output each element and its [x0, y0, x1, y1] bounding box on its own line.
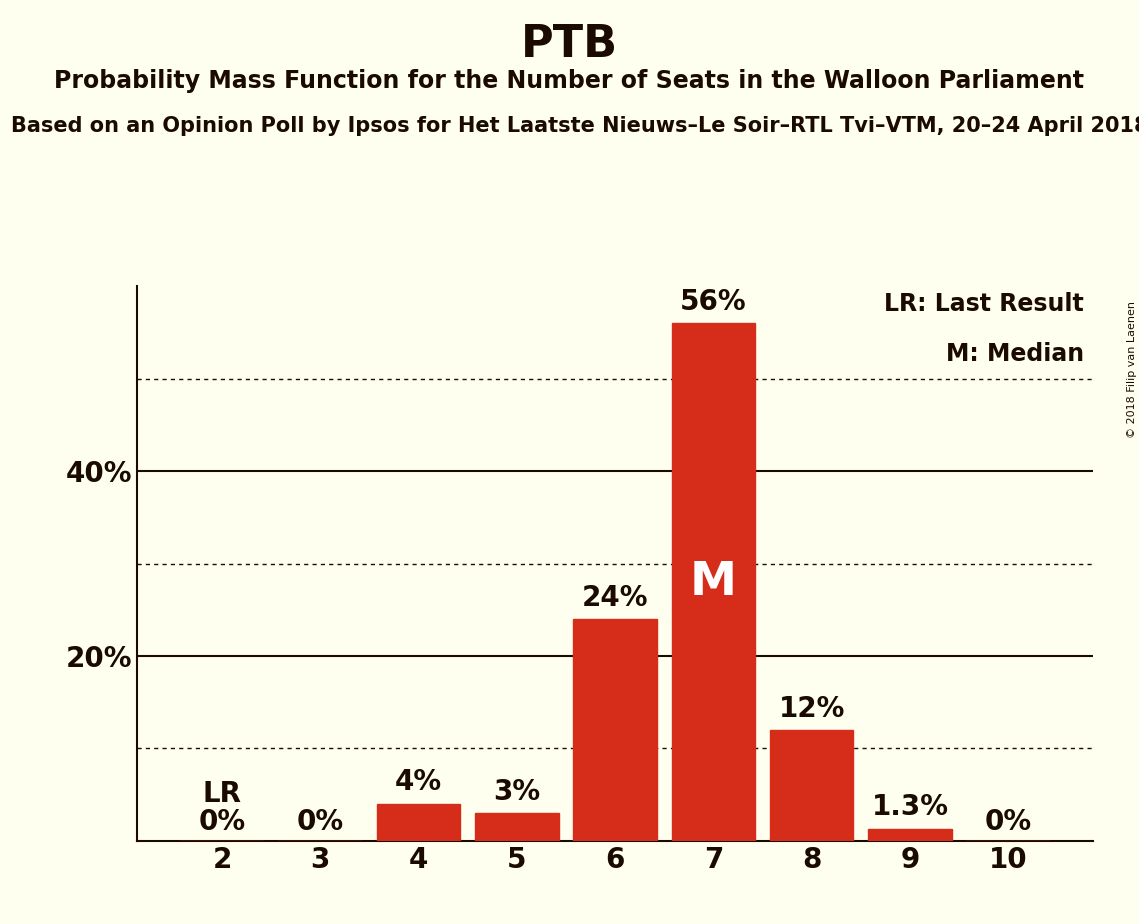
- Text: LR: Last Result: LR: Last Result: [884, 292, 1084, 316]
- Text: Based on an Opinion Poll by Ipsos for Het Laatste Nieuws–Le Soir–RTL Tvi–VTM, 20: Based on an Opinion Poll by Ipsos for He…: [11, 116, 1139, 136]
- Bar: [475, 813, 558, 841]
- Text: © 2018 Filip van Laenen: © 2018 Filip van Laenen: [1126, 301, 1137, 438]
- Text: 12%: 12%: [778, 695, 845, 723]
- Bar: [770, 730, 853, 841]
- Text: 24%: 24%: [582, 584, 648, 612]
- Text: 0%: 0%: [984, 808, 1032, 836]
- Bar: [868, 829, 952, 841]
- Text: 56%: 56%: [680, 288, 747, 316]
- Text: M: M: [690, 560, 737, 604]
- Text: 4%: 4%: [395, 769, 442, 796]
- Text: 0%: 0%: [296, 808, 344, 836]
- Bar: [573, 619, 657, 841]
- Text: PTB: PTB: [521, 23, 618, 67]
- Bar: [377, 804, 460, 841]
- Text: 3%: 3%: [493, 778, 540, 806]
- Bar: [672, 323, 755, 841]
- Text: LR: LR: [203, 781, 241, 808]
- Text: Probability Mass Function for the Number of Seats in the Walloon Parliament: Probability Mass Function for the Number…: [55, 69, 1084, 93]
- Text: M: Median: M: Median: [945, 342, 1084, 366]
- Text: 0%: 0%: [198, 808, 246, 836]
- Text: 1.3%: 1.3%: [871, 794, 949, 821]
